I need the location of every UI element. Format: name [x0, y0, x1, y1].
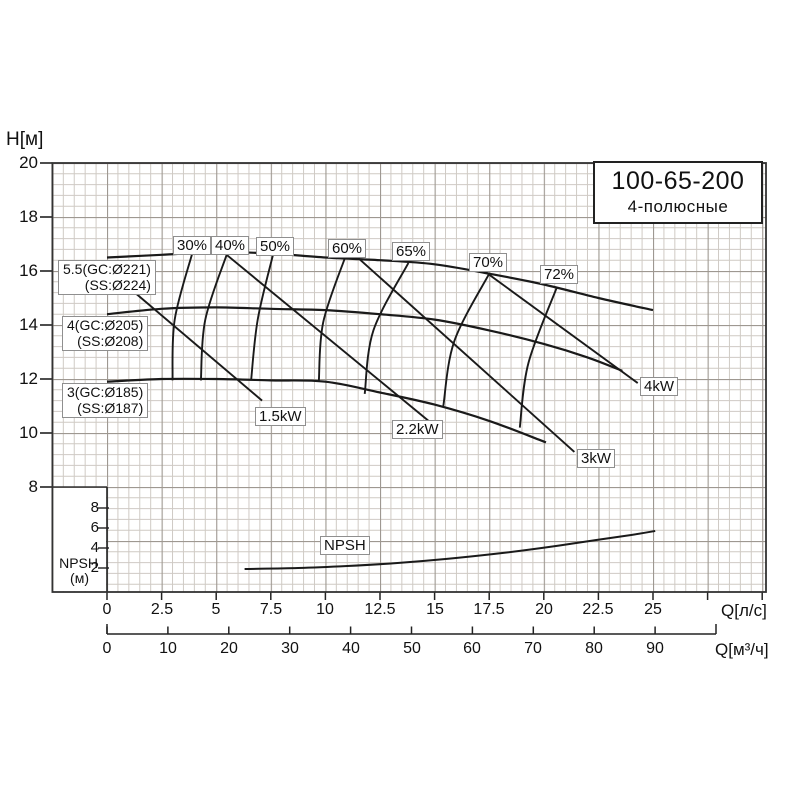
efficiency-label-30: 30%	[173, 236, 212, 255]
impeller-label-3: 3(GC:Ø185) (SS:Ø187)	[62, 383, 149, 418]
efficiency-label-72: 72%	[540, 265, 579, 284]
q-m3h-tick-label: 60	[463, 640, 481, 657]
power-line-4kW	[479, 267, 639, 384]
h-axis-tick-label: 14	[19, 315, 38, 334]
impeller-label-line2: (SS:Ø208)	[77, 332, 144, 349]
power-line-3kW	[350, 251, 576, 453]
efficiency-label-50: 50%	[256, 237, 295, 256]
q-m3h-tick-label: 70	[524, 640, 542, 657]
impeller-label-line1: 3(GC:Ø185)	[67, 384, 144, 400]
q-ls-tick-label: 15	[426, 601, 444, 618]
q-m3h-tick-label: 80	[585, 640, 603, 657]
q-m3h-tick-label: 20	[220, 640, 238, 657]
q-m3h-tick-label: 30	[281, 640, 299, 657]
h-axis-title: H[м]	[6, 129, 44, 150]
efficiency-curve-30%	[171, 253, 194, 381]
efficiency-curve-60%	[317, 257, 346, 382]
efficiency-curve-72%	[518, 286, 558, 428]
impeller-label-line2: (SS:Ø224)	[84, 276, 151, 293]
h-axis-tick-label: 18	[19, 207, 38, 226]
plot-border	[51, 162, 767, 593]
head-curve-2	[106, 377, 547, 444]
q-m3h-tick-label: 40	[342, 640, 360, 657]
power-label-4kw: 4kW	[640, 377, 678, 396]
q-ls-tick-label: 17.5	[473, 601, 505, 618]
impeller-label-line1: 4(GC:Ø205)	[67, 317, 144, 333]
h-axis-tick-label: 12	[19, 369, 38, 388]
efficiency-label-40: 40%	[211, 236, 250, 255]
npsh-curve-label: NPSH	[320, 536, 370, 555]
power-label-3kw: 3kW	[577, 449, 615, 468]
power-line-2.2kW	[224, 252, 438, 429]
q-m3h-tick-label: 10	[159, 640, 177, 657]
impeller-label-line2: (SS:Ø187)	[77, 399, 144, 416]
q-m3h-axis-unit: Q[м³/ч]	[715, 640, 769, 659]
impeller-label-5-5: 5.5(GC:Ø221) (SS:Ø224)	[58, 260, 156, 295]
efficiency-label-70: 70%	[469, 253, 508, 272]
pole-count-label: 4-полюсные	[627, 197, 729, 216]
npsh-axis-title-text: NPSH	[59, 555, 98, 571]
h-axis-tick-label: 20	[19, 153, 38, 172]
q-ls-tick-label: 0	[102, 601, 112, 618]
npsh-inset	[53, 488, 106, 591]
efficiency-curve-50%	[250, 254, 274, 381]
efficiency-label-65: 65%	[392, 242, 431, 261]
q-m3h-tick-label: 50	[403, 640, 421, 657]
q-ls-tick-label: 5	[211, 601, 221, 618]
h-axis-tick-label: 16	[19, 261, 38, 280]
model-title-box: 100-65-200 4-полюсные	[593, 161, 763, 224]
q-ls-tick-label: 20	[535, 601, 553, 618]
q-m3h-tick-label: 0	[102, 640, 112, 657]
h-axis-tick-label: 8	[28, 477, 38, 496]
impeller-label-4: 4(GC:Ø205) (SS:Ø208)	[62, 316, 149, 351]
power-line-1.5kW	[132, 290, 263, 402]
model-name: 100-65-200	[611, 167, 745, 195]
h-axis-tick-label: 10	[19, 423, 38, 442]
power-label-2-2kw: 2.2kW	[392, 420, 443, 439]
q-ls-tick-label: 2.5	[150, 601, 174, 618]
efficiency-curve-40%	[199, 253, 229, 381]
q-ls-tick-label: 12.5	[364, 601, 396, 618]
efficiency-curve-65%	[363, 262, 410, 395]
npsh-axis-tick-label: 4	[90, 539, 99, 556]
q-ls-axis-unit: Q[л/с]	[721, 601, 767, 620]
npsh-curve	[244, 530, 656, 570]
npsh-axis-tick-label: 6	[90, 519, 99, 536]
npsh-axis-title: NPSH (м)	[46, 556, 98, 586]
power-label-1-5kw: 1.5kW	[255, 407, 306, 426]
npsh-axis-tick-label: 8	[90, 499, 99, 516]
q-ls-tick-label: 22.5	[582, 601, 614, 618]
npsh-axis-tick-label: 2	[90, 559, 99, 576]
q-ls-tick-label: 10	[316, 601, 334, 618]
impeller-label-line1: 5.5(GC:Ø221)	[63, 261, 151, 277]
q-ls-tick-label: 7.5	[259, 601, 283, 618]
q-ls-tick-label: 25	[644, 601, 662, 618]
efficiency-label-60: 60%	[328, 239, 367, 258]
npsh-axis-unit: (м)	[70, 570, 89, 586]
efficiency-curve-70%	[442, 273, 491, 407]
q-m3h-tick-label: 90	[646, 640, 664, 657]
